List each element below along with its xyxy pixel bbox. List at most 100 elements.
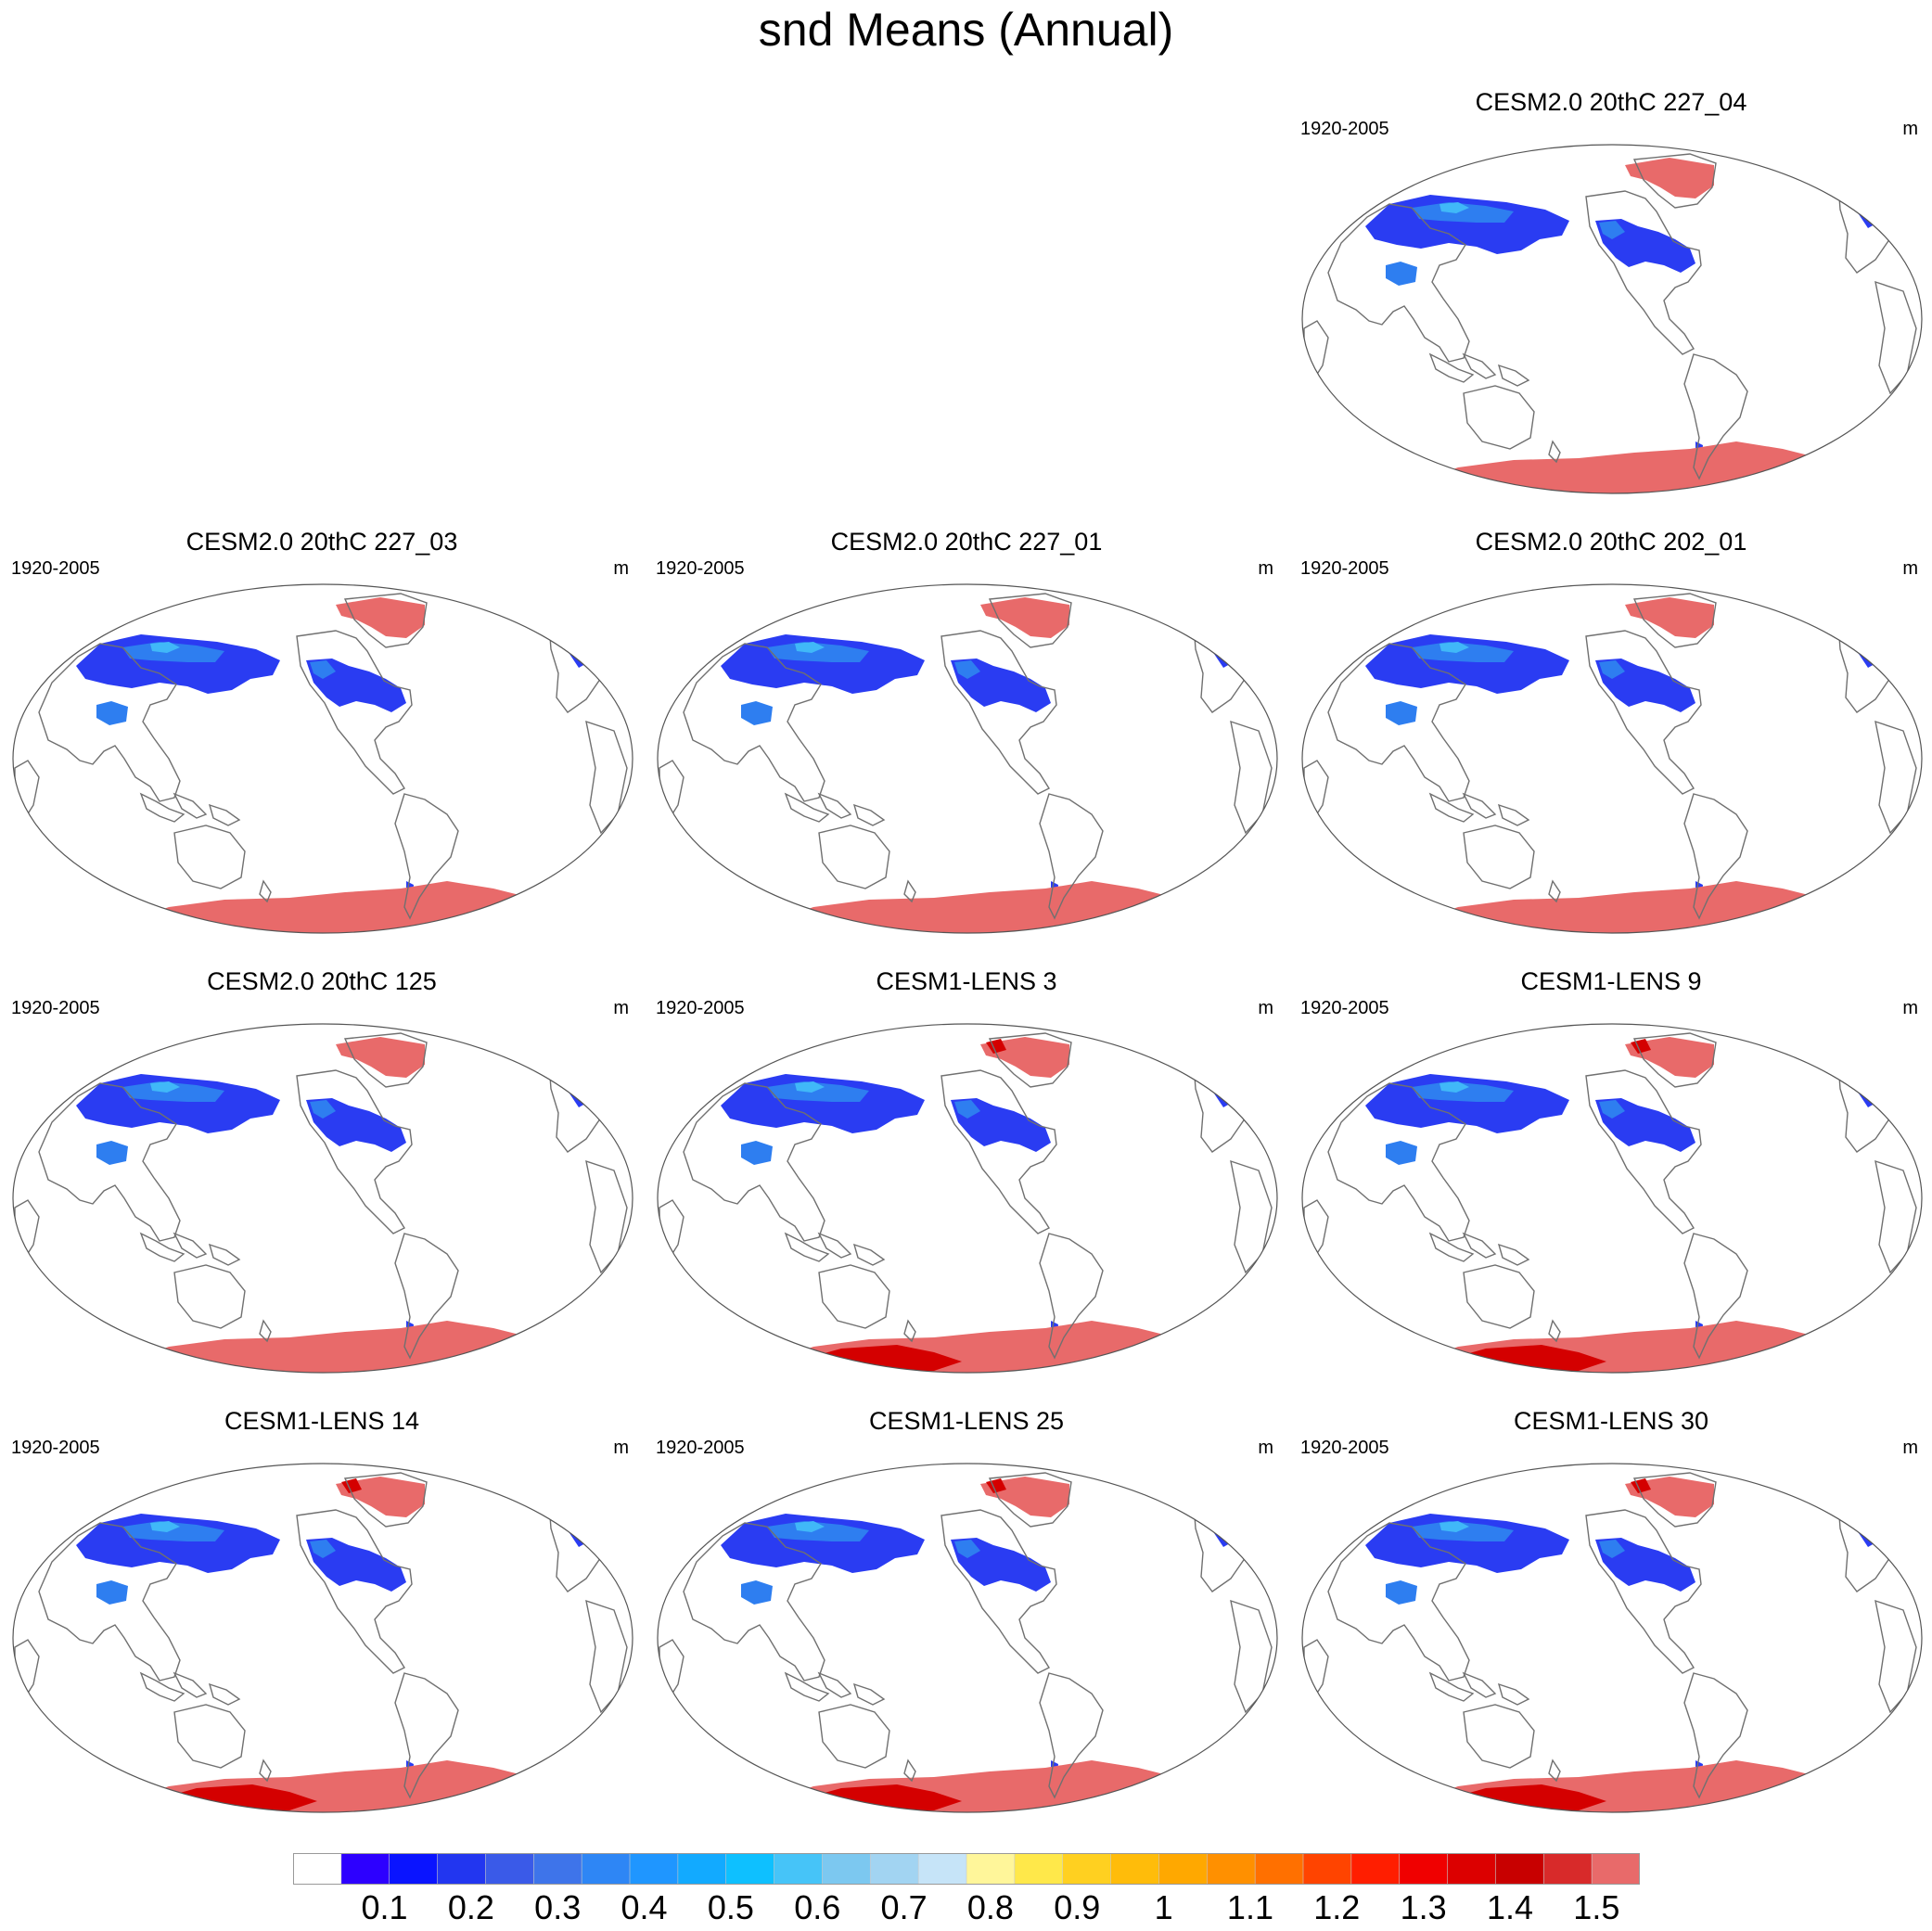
colorbar-swatch — [1350, 1853, 1401, 1885]
colorbar-swatch — [629, 1853, 679, 1885]
map-border — [1301, 1023, 1923, 1374]
coastline — [1585, 630, 1702, 795]
coastline — [1683, 793, 1748, 920]
colorbar-label: 0.5 — [707, 1888, 754, 1926]
coastline — [988, 1032, 1072, 1088]
coastline — [784, 1671, 830, 1702]
map-panel: CESM1-LENS 14 1920-2005 m — [2, 1406, 642, 1833]
colorbar-label: 1.2 — [1313, 1888, 1361, 1926]
panel-title: CESM1-LENS 3 — [876, 967, 1057, 995]
greenland-ice — [336, 1037, 425, 1078]
panel-title: CESM1-LENS 30 — [1513, 1407, 1709, 1435]
tibet-snow — [1386, 701, 1417, 725]
eurasia-snow-moderate — [767, 1081, 869, 1102]
map-ocean — [1302, 584, 1922, 933]
panel-title: CESM2.0 20thC 227_03 — [186, 528, 458, 556]
north-america-snow-moderate — [954, 1100, 980, 1119]
map-panel: CESM1-LENS 25 1920-2005 m — [646, 1406, 1286, 1833]
colorbar-swatch — [1158, 1853, 1209, 1885]
colorbar-label: 0.7 — [880, 1888, 928, 1926]
panel-title: CESM2.0 20thC 227_01 — [830, 528, 1103, 556]
coastline — [173, 825, 246, 889]
coastline — [1585, 1509, 1702, 1674]
colorbar-swatch — [1447, 1853, 1497, 1885]
tibet-snow — [1386, 1141, 1417, 1165]
colorbar-swatch — [1014, 1853, 1064, 1885]
tibet-snow — [1386, 1580, 1417, 1605]
greenland-ice — [980, 597, 1069, 638]
greenland-ice — [1625, 158, 1714, 198]
north-america-snow-moderate — [1599, 660, 1625, 679]
map-ocean — [1302, 1464, 1922, 1812]
coastline — [817, 1232, 852, 1259]
coastline — [683, 643, 825, 802]
coastline — [585, 1159, 628, 1274]
colorbar-label: 0.6 — [794, 1888, 841, 1926]
map-svg — [12, 1023, 633, 1374]
coastline — [208, 1682, 241, 1706]
coastline — [38, 1082, 181, 1242]
colorbar-label: 0.9 — [1054, 1888, 1101, 1926]
map-svg — [1301, 583, 1923, 934]
panel-units: m — [1902, 998, 1918, 1018]
coastline — [1632, 1472, 1717, 1528]
coastline — [818, 825, 890, 889]
coastline — [818, 1704, 890, 1769]
tibet-snow — [96, 701, 128, 725]
coastline — [1632, 153, 1717, 209]
map-panel: CESM2.0 20thC 202_01 1920-2005 m — [1291, 527, 1931, 953]
map-svg — [12, 1463, 633, 1813]
coastline — [173, 1704, 246, 1769]
coastline — [259, 1758, 272, 1783]
coastline — [38, 643, 181, 802]
coastline — [343, 1032, 428, 1088]
antarctica-ice — [122, 881, 531, 933]
colorbar-swatch — [1062, 1853, 1112, 1885]
panel-years: 1920-2005 — [656, 1438, 745, 1458]
coastline — [1585, 1069, 1702, 1234]
coastline — [1497, 1243, 1530, 1266]
colorbar-swatch — [1591, 1853, 1640, 1885]
panel-title: CESM1-LENS 14 — [224, 1407, 420, 1435]
coastline — [208, 1243, 241, 1266]
coastline — [1548, 440, 1561, 464]
tibet-snow — [96, 1141, 128, 1165]
eurasia-snow-moderate — [122, 1521, 224, 1541]
eurasia-snow-light — [795, 1521, 825, 1532]
coastline — [1462, 352, 1497, 379]
eurasia-snow-light — [1439, 1081, 1469, 1093]
north-america-snow-moderate — [310, 1100, 336, 1119]
colorbar-swatch — [1110, 1853, 1160, 1885]
coastline — [1327, 643, 1470, 802]
north-america-snow-moderate — [954, 1540, 980, 1558]
coastline — [343, 593, 428, 648]
coastline — [585, 720, 628, 835]
eurasia-snow-moderate — [1412, 642, 1514, 662]
coastline — [817, 792, 852, 819]
map-border — [657, 1463, 1278, 1813]
eurasia-snow-moderate — [1412, 1521, 1514, 1541]
panel-years: 1920-2005 — [1300, 1438, 1389, 1458]
panel-years: 1920-2005 — [11, 1438, 100, 1458]
colorbar-swatch — [966, 1853, 1016, 1885]
coastline — [173, 1671, 208, 1698]
panel-units: m — [1902, 558, 1918, 579]
panel-units: m — [1902, 1438, 1918, 1458]
map-svg — [1301, 144, 1923, 494]
map-ocean — [658, 584, 1277, 933]
eurasia-snow-light — [150, 1081, 180, 1093]
coastline — [1874, 1159, 1917, 1274]
coastline — [343, 1472, 428, 1528]
map-panel: CESM2.0 20thC 227_01 1920-2005 m — [646, 527, 1286, 953]
coastline — [1548, 1319, 1561, 1343]
coastline — [296, 1069, 413, 1234]
panel-units: m — [1258, 998, 1273, 1018]
coastline — [296, 1509, 413, 1674]
coastline — [1874, 720, 1917, 835]
map-border — [1301, 583, 1923, 934]
panel-title: CESM2.0 20thC 125 — [207, 967, 437, 995]
colorbar-label: 1.1 — [1226, 1888, 1273, 1926]
coastline — [1548, 1758, 1561, 1783]
coastline — [1463, 825, 1535, 889]
map-ocean — [13, 1464, 633, 1812]
